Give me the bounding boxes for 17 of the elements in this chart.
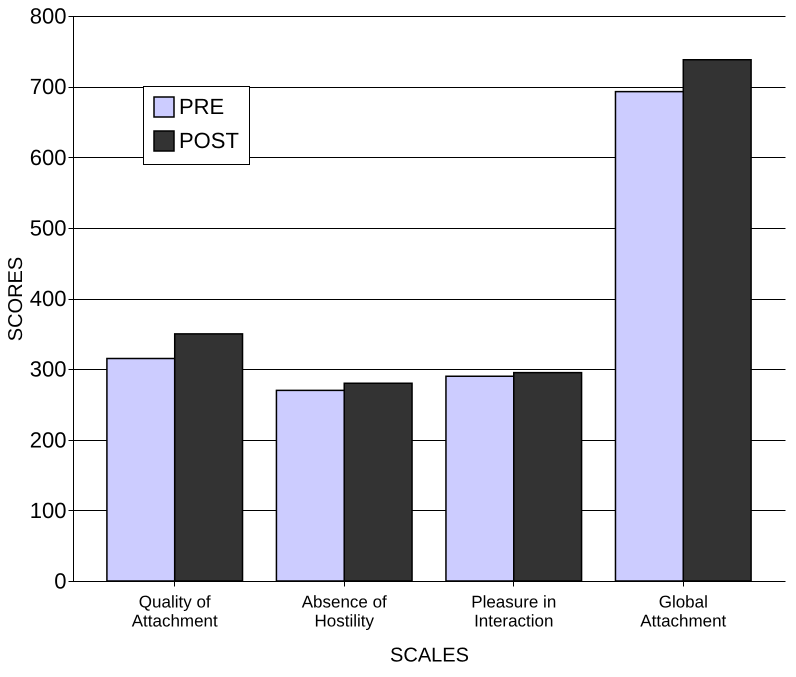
legend-label: PRE xyxy=(179,94,224,119)
x-tick-label: Absence of Hostility xyxy=(302,592,388,630)
x-axis-title: SCALES xyxy=(390,644,469,666)
legend-label: POST xyxy=(179,128,239,153)
y-tick-label: 800 xyxy=(30,4,66,28)
y-tick-label: 700 xyxy=(30,74,66,100)
y-tick-label: 100 xyxy=(30,498,66,523)
y-axis-title: SCORES xyxy=(4,256,27,342)
x-tick-label: Quality of Attachment xyxy=(132,592,218,630)
y-tick-label: 0 xyxy=(54,568,66,594)
y-tick-label: 500 xyxy=(30,215,66,240)
x-tick-label: Pleasure in Interaction xyxy=(471,592,556,630)
y-tick-label: 600 xyxy=(30,144,66,170)
y-tick-label: 300 xyxy=(30,356,66,382)
y-tick-label: 200 xyxy=(30,427,66,452)
y-tick-label: 400 xyxy=(30,286,66,311)
x-tick-label: Global Attachment xyxy=(640,592,727,630)
